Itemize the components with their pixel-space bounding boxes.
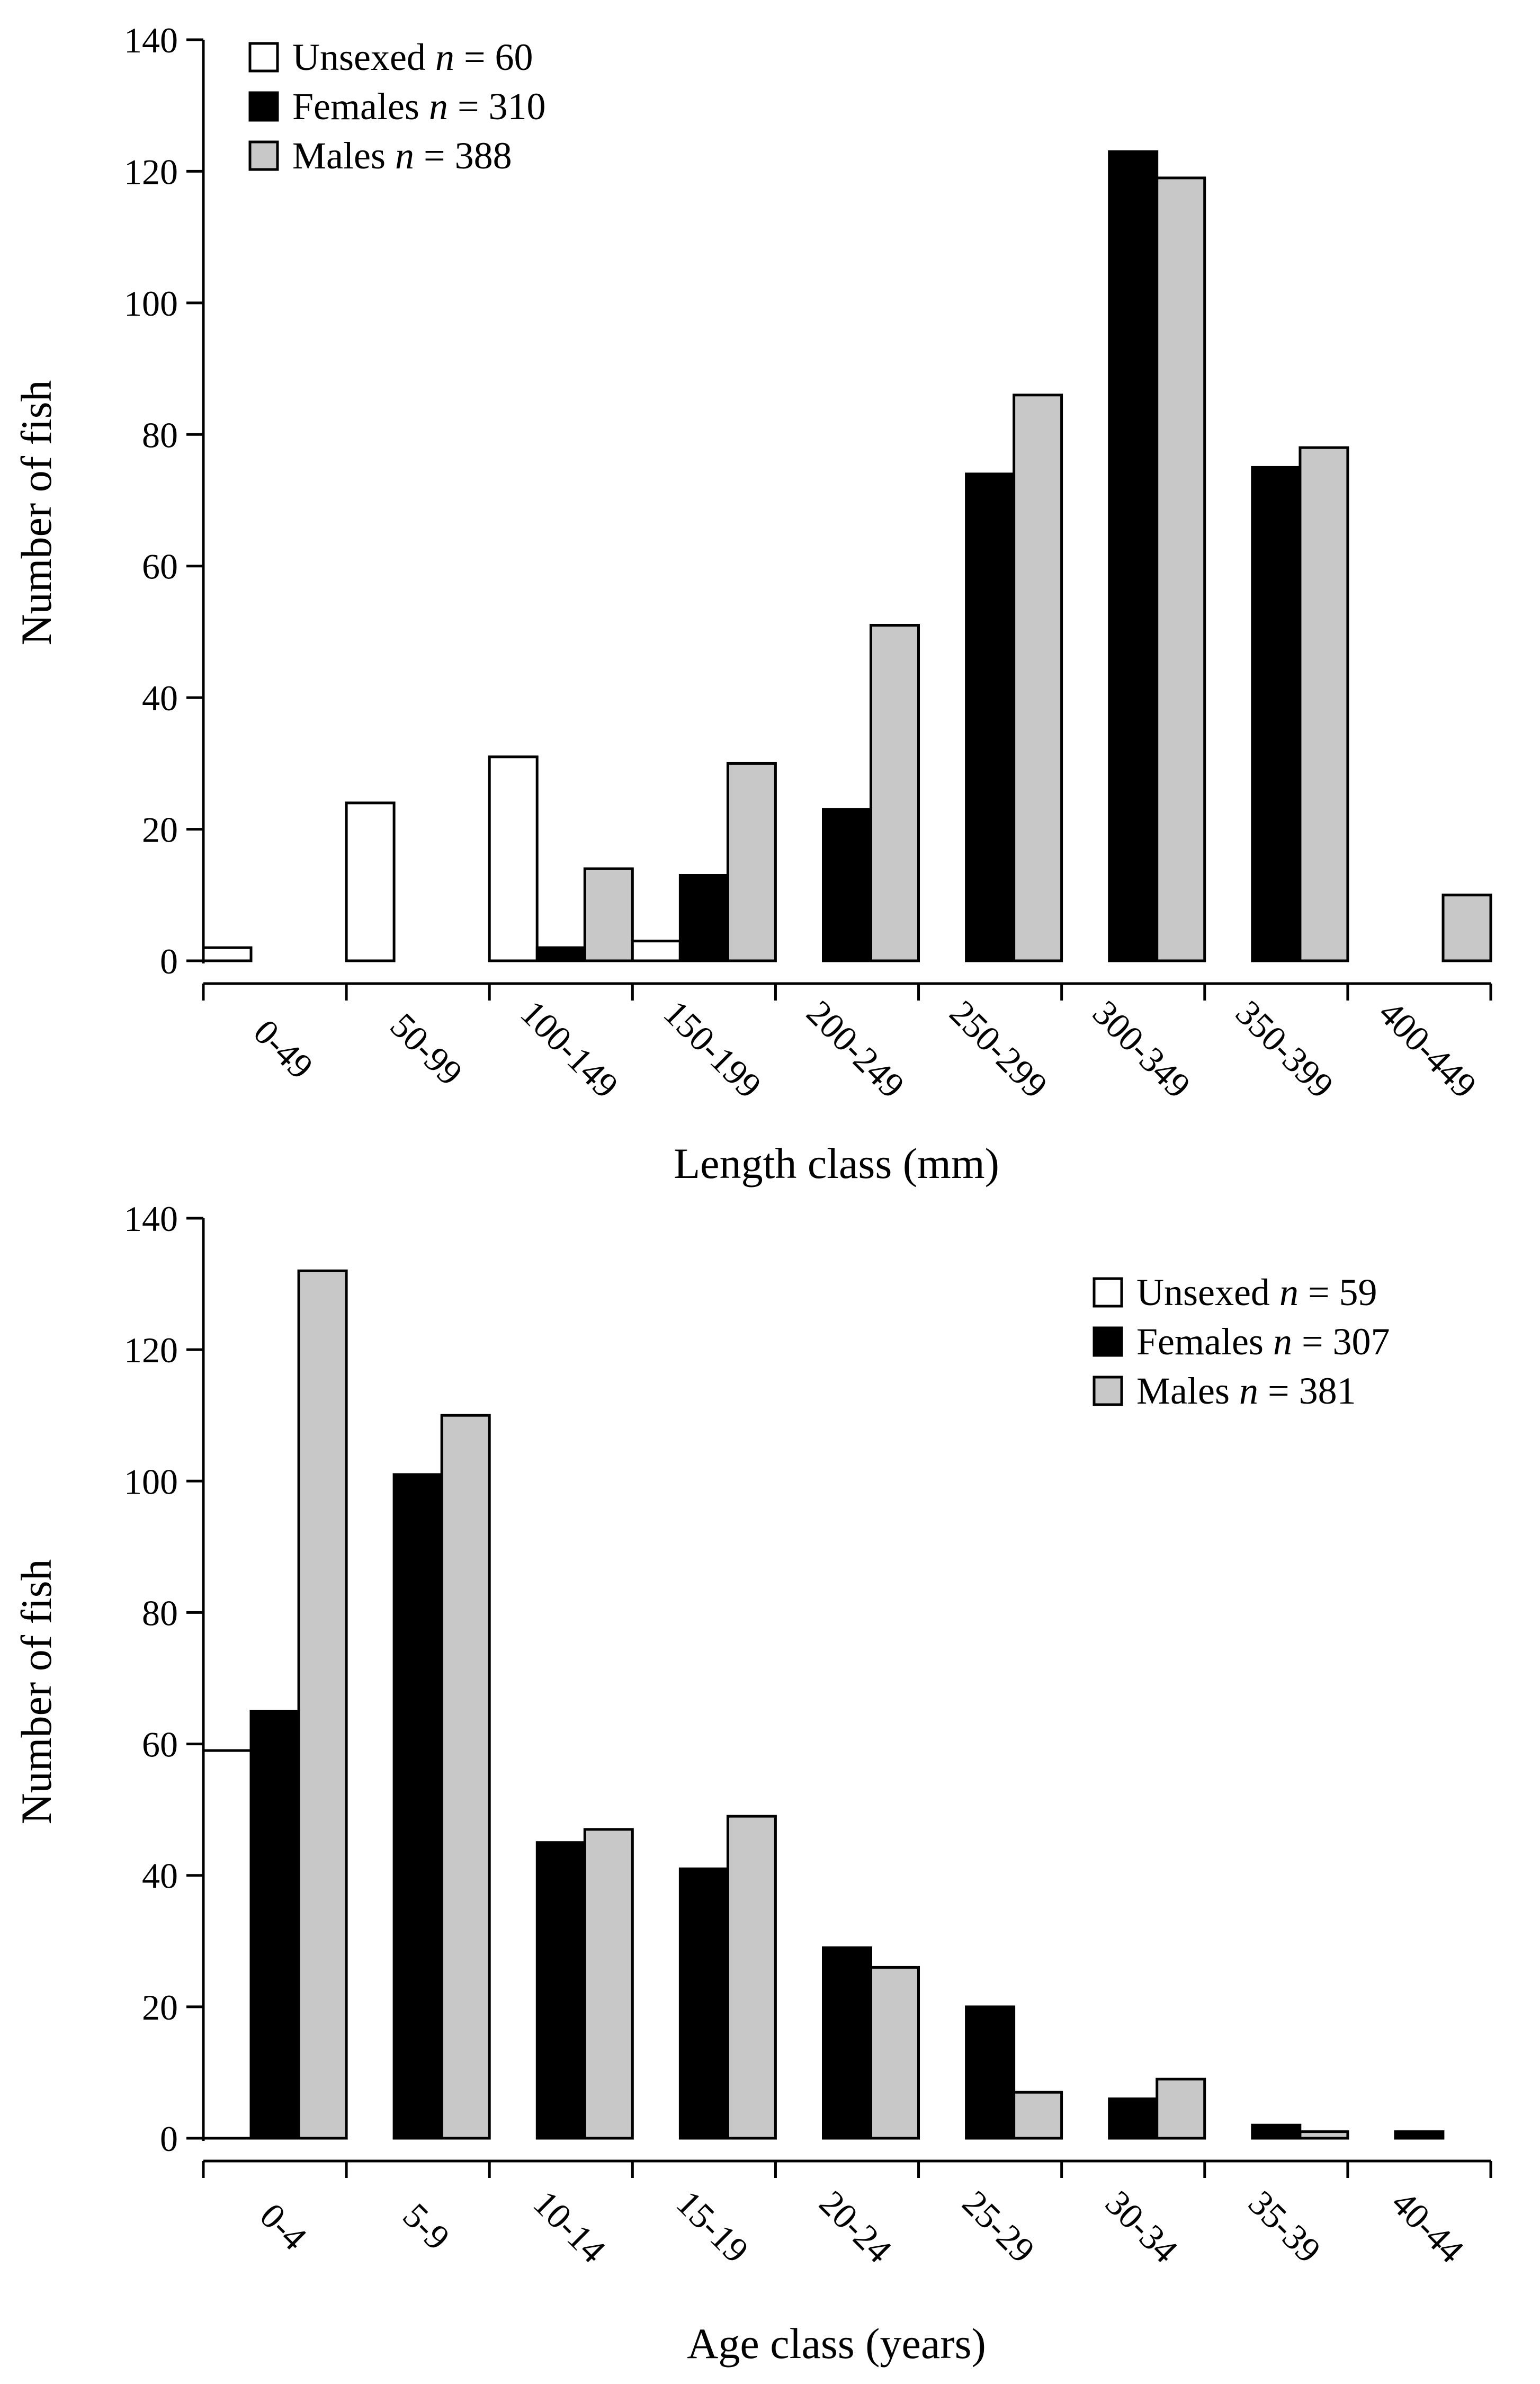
x-tick-label-300-349: 300-349 (1085, 993, 1198, 1106)
y-tick-label-120: 120 (124, 1330, 178, 1370)
y-tick-label-0: 0 (160, 941, 178, 981)
y-tick-label-40: 40 (142, 678, 178, 718)
bar-females-150-199 (678, 874, 729, 962)
x-tick-label-250-299: 250-299 (942, 993, 1055, 1106)
x-tick-label-400-449: 400-449 (1371, 993, 1484, 1106)
bar-females-250-299 (965, 472, 1016, 962)
bar-females-200-249 (822, 808, 872, 962)
legend-label-unsexed: Unsexed n = 60 (292, 36, 533, 78)
bar-females-10-14 (535, 1841, 586, 2140)
legend: Unsexed n = 60 Females n = 310 Males n = 3… (248, 36, 546, 177)
y-tick-label-100: 100 (124, 1461, 178, 1502)
legend-swatch-unsexed (1093, 1277, 1123, 1308)
legend-swatch-females (1093, 1326, 1123, 1357)
bar-unsexed-0-49 (202, 946, 253, 962)
x-axis-title: Length class (mm) (674, 1139, 999, 1187)
x-tick-label-100-149: 100-149 (513, 993, 626, 1106)
x-tick-label-0-4: 0-4 (252, 2195, 315, 2258)
y-tick-label-20: 20 (142, 810, 178, 850)
bar-males-0-4 (297, 1269, 348, 2140)
bar-males-20-24 (870, 1966, 920, 2140)
y-tick-label-120: 120 (124, 151, 178, 192)
x-axis-title: Age class (years) (687, 2319, 986, 2368)
x-tick-label-25-29: 25-29 (955, 2183, 1043, 2271)
bar-females-15-19 (678, 1867, 729, 2140)
bar-males-300-349 (1156, 176, 1206, 962)
bar-females-300-349 (1108, 150, 1159, 962)
legend-label-males: Males n = 381 (1136, 1370, 1356, 1412)
bar-males-400-449 (1441, 894, 1492, 962)
bar-males-10-14 (583, 1828, 634, 2140)
bar-females-350-399 (1251, 466, 1302, 962)
x-tick-label-350-399: 350-399 (1228, 993, 1341, 1106)
x-tick-label-15-19: 15-19 (669, 2183, 757, 2271)
y-tick-label-100: 100 (124, 283, 178, 324)
x-tick-label-5-9: 5-9 (396, 2195, 458, 2258)
bar-males-250-299 (1013, 394, 1063, 962)
bar-males-35-39 (1299, 2130, 1349, 2140)
x-tick-label-10-14: 10-14 (526, 2183, 614, 2271)
y-tick-label-60: 60 (142, 547, 178, 587)
legend-label-females: Females n = 310 (292, 85, 546, 128)
legend-swatch-males (248, 140, 279, 171)
y-tick-label-140: 140 (124, 1199, 178, 1239)
x-tick-label-30-34: 30-34 (1098, 2183, 1186, 2271)
age-class-chart: 0 20 40 60 80 100 120 140 0-4 5-9 10-14 15-19 20-24 2… (12, 1199, 1492, 2368)
y-tick-label-80: 80 (142, 415, 178, 455)
bar-males-30-34 (1156, 2077, 1206, 2140)
bar-females-5-9 (392, 1473, 443, 2140)
x-tick-label-50-99: 50-99 (382, 1005, 470, 1093)
bar-females-20-24 (822, 1946, 872, 2140)
x-tick-label-0-49: 0-49 (246, 1012, 321, 1087)
bar-females-40-44 (1394, 2130, 1445, 2140)
bar-males-350-399 (1299, 446, 1349, 962)
legend-label-males: Males n = 388 (292, 135, 512, 177)
y-axis-title: Number of fish (12, 1559, 60, 1824)
y-tick-label-140: 140 (124, 20, 178, 60)
y-tick-label-80: 80 (142, 1593, 178, 1633)
legend-swatch-males (1093, 1376, 1123, 1406)
x-tick-label-150-199: 150-199 (656, 993, 769, 1106)
bar-unsexed-50-99 (345, 801, 396, 962)
bar-males-5-9 (440, 1414, 491, 2140)
bar-males-15-19 (726, 1815, 777, 2140)
x-tick-label-200-249: 200-249 (799, 993, 912, 1106)
legend-swatch-females (248, 91, 279, 122)
x-tick-label-40-44: 40-44 (1384, 2183, 1472, 2271)
bar-unsexed-0-4 (202, 1749, 253, 2140)
y-axis-title: Number of fish (12, 380, 60, 645)
bar-unsexed-100-149 (488, 755, 539, 962)
x-tick-label-35-39: 35-39 (1241, 2183, 1329, 2271)
y-tick-label-0: 0 (160, 2119, 178, 2159)
legend-label-unsexed: Unsexed n = 59 (1136, 1271, 1377, 1314)
bar-females-25-29 (965, 2005, 1016, 2140)
legend: Unsexed n = 59 Females n = 307 Males n = 3… (1093, 1271, 1390, 1412)
bar-females-35-39 (1251, 2123, 1302, 2140)
bar-females-0-4 (249, 1710, 300, 2140)
legend-label-females: Females n = 307 (1136, 1320, 1390, 1363)
bar-males-150-199 (726, 762, 777, 962)
y-tick-label-20: 20 (142, 1987, 178, 2028)
y-tick-label-40: 40 (142, 1856, 178, 1896)
legend-swatch-unsexed (248, 42, 279, 73)
bar-females-100-149 (535, 946, 586, 962)
bar-females-30-34 (1108, 2097, 1159, 2140)
bar-males-200-249 (870, 624, 920, 962)
x-tick-label-20-24: 20-24 (812, 2183, 900, 2271)
bar-males-25-29 (1013, 2091, 1063, 2140)
length-class-chart: 0 20 40 60 80 100 120 140 0-49 50-99 100-149 150-19… (12, 20, 1492, 1187)
bar-unsexed-150-199 (631, 940, 682, 962)
y-tick-label-60: 60 (142, 1725, 178, 1765)
bar-males-100-149 (583, 867, 634, 962)
